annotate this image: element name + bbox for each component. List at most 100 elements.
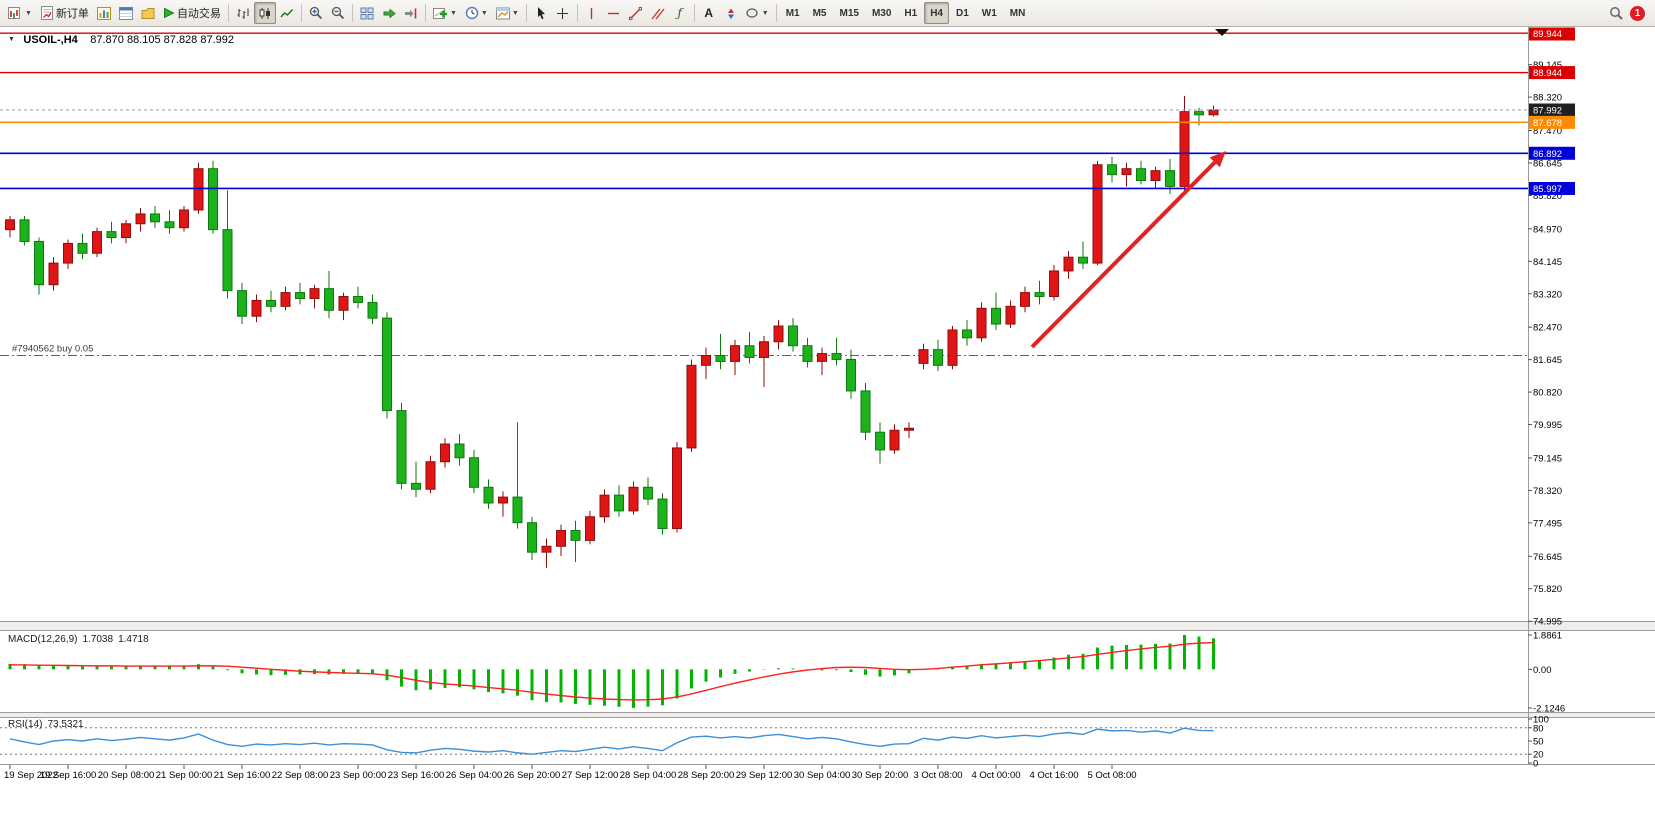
channel-button[interactable] xyxy=(647,2,669,24)
fibonacci-icon: ƒ xyxy=(677,6,682,20)
timeframe-h1-button[interactable]: H1 xyxy=(898,2,923,24)
periods-button[interactable]: ▼ xyxy=(461,2,492,24)
indicators-icon xyxy=(432,7,447,19)
cursor-button[interactable] xyxy=(530,2,552,24)
timeframe-m1-button[interactable]: M1 xyxy=(780,2,806,24)
line-chart-icon xyxy=(280,8,293,17)
zoom-out-button[interactable] xyxy=(327,2,349,24)
auto-scroll-button[interactable] xyxy=(378,2,400,24)
svg-text:#7940562 buy 0.05: #7940562 buy 0.05 xyxy=(12,344,93,355)
svg-text:86.645: 86.645 xyxy=(1533,158,1562,169)
svg-text:-2.1246: -2.1246 xyxy=(1533,704,1565,715)
svg-text:89.944: 89.944 xyxy=(1533,29,1562,40)
timeframe-w1-button[interactable]: W1 xyxy=(976,2,1003,24)
svg-text:87.992: 87.992 xyxy=(1533,106,1562,117)
bar-chart-button[interactable] xyxy=(232,2,254,24)
svg-text:80.820: 80.820 xyxy=(1533,388,1562,399)
indicators-button[interactable]: ▼ xyxy=(429,2,461,24)
shapes-icon xyxy=(746,8,758,18)
svg-text:26 Sep 04:00: 26 Sep 04:00 xyxy=(446,770,503,781)
svg-text:83.320: 83.320 xyxy=(1533,289,1562,300)
macd-label: MACD(12,26,9) xyxy=(8,634,78,645)
search-button[interactable] xyxy=(1605,2,1628,24)
new-order-icon xyxy=(40,6,53,20)
crosshair-button[interactable] xyxy=(552,2,574,24)
svg-text:29 Sep 12:00: 29 Sep 12:00 xyxy=(736,770,793,781)
svg-text:1.8861: 1.8861 xyxy=(1533,631,1562,642)
svg-text:23 Sep 16:00: 23 Sep 16:00 xyxy=(388,770,445,781)
horizontal-line-button[interactable] xyxy=(603,2,625,24)
macd-header: MACD(12,26,9) 1.7038 1.4718 xyxy=(8,634,154,645)
fibonacci-button[interactable]: ƒ xyxy=(669,2,691,24)
svg-text:77.495: 77.495 xyxy=(1533,518,1562,529)
new-order-label: 新订单 xyxy=(55,8,89,20)
text-button[interactable]: A xyxy=(698,2,720,24)
chart-shift-button[interactable] xyxy=(400,2,422,24)
timeframe-d1-button[interactable]: D1 xyxy=(950,2,975,24)
cursor-icon xyxy=(537,7,545,20)
main-toolbar: ▼ 新订单 自动交易 ▼ xyxy=(0,0,1655,27)
svg-text:84.145: 84.145 xyxy=(1533,257,1562,268)
channel-icon xyxy=(651,8,665,19)
svg-text:76.645: 76.645 xyxy=(1533,552,1562,563)
svg-text:19 Sep 2022: 19 Sep 2022 xyxy=(4,770,58,781)
autotrading-button[interactable]: 自动交易 xyxy=(159,2,225,24)
svg-text:84.970: 84.970 xyxy=(1533,224,1562,235)
svg-text:87.470: 87.470 xyxy=(1533,126,1562,137)
candlestick-series xyxy=(5,95,1219,568)
svg-text:21 Sep 00:00: 21 Sep 00:00 xyxy=(156,770,213,781)
tile-windows-icon xyxy=(360,7,374,19)
notification-badge[interactable]: 1 xyxy=(1630,5,1645,21)
svg-text:85.820: 85.820 xyxy=(1533,191,1562,202)
svg-text:74.995: 74.995 xyxy=(1533,617,1562,628)
crosshair-icon xyxy=(557,7,569,19)
svg-text:75.820: 75.820 xyxy=(1533,584,1562,595)
timeframe-m15-button[interactable]: M15 xyxy=(834,2,865,24)
svg-text:20 Sep 08:00: 20 Sep 08:00 xyxy=(98,770,155,781)
timeframe-m5-button[interactable]: M5 xyxy=(807,2,833,24)
navigator-button[interactable] xyxy=(137,2,159,24)
svg-text:3 Oct 08:00: 3 Oct 08:00 xyxy=(913,770,962,781)
svg-text:20: 20 xyxy=(1533,750,1544,761)
data-window-button[interactable] xyxy=(115,2,137,24)
templates-icon xyxy=(495,7,510,19)
templates-button[interactable]: ▼ xyxy=(492,2,523,24)
line-chart-button[interactable] xyxy=(276,2,298,24)
zoom-in-button[interactable] xyxy=(305,2,327,24)
svg-text:89.145: 89.145 xyxy=(1533,60,1562,71)
timeframe-mn-button[interactable]: MN xyxy=(1004,2,1032,24)
svg-text:26 Sep 20:00: 26 Sep 20:00 xyxy=(504,770,561,781)
dropdown-caret: ▼ xyxy=(761,9,769,17)
svg-text:79.995: 79.995 xyxy=(1533,420,1562,431)
market-watch-button[interactable] xyxy=(93,2,115,24)
horizontal-line-icon xyxy=(608,12,620,14)
timeframe-h4-button[interactable]: H4 xyxy=(924,2,949,24)
toolbar-separator xyxy=(227,4,229,22)
svg-text:21 Sep 16:00: 21 Sep 16:00 xyxy=(214,770,271,781)
data-window-icon xyxy=(118,6,133,20)
tile-windows-button[interactable] xyxy=(356,2,378,24)
shapes-button[interactable]: ▼ xyxy=(742,2,773,24)
dropdown-caret: ▼ xyxy=(25,9,32,17)
timeframe-m30-button[interactable]: M30 xyxy=(866,2,897,24)
autotrading-play-icon xyxy=(163,7,175,19)
vertical-line-button[interactable] xyxy=(581,2,603,24)
new-order-button[interactable]: 新订单 xyxy=(36,2,93,24)
toolbar-separator xyxy=(300,4,302,22)
new-chart-button[interactable]: ▼ xyxy=(4,2,36,24)
candlestick-button[interactable] xyxy=(253,2,276,24)
svg-text:4 Oct 16:00: 4 Oct 16:00 xyxy=(1029,770,1078,781)
collapse-arrow-icon[interactable]: ▼ xyxy=(8,36,15,43)
svg-text:80: 80 xyxy=(1533,723,1544,734)
svg-text:28 Sep 20:00: 28 Sep 20:00 xyxy=(678,770,735,781)
ohlc-values: 87.870 88.105 87.828 87.992 xyxy=(90,34,234,46)
toolbar-separator xyxy=(351,4,353,22)
trendline-button[interactable] xyxy=(625,2,647,24)
arrows-button[interactable] xyxy=(720,2,742,24)
search-icon xyxy=(1610,6,1623,20)
price-chart-canvas[interactable]: 89.145 88.320 87.470 86.645 85.820 84.970 84.1… xyxy=(0,27,1655,828)
svg-text:5 Oct 08:00: 5 Oct 08:00 xyxy=(1087,770,1136,781)
